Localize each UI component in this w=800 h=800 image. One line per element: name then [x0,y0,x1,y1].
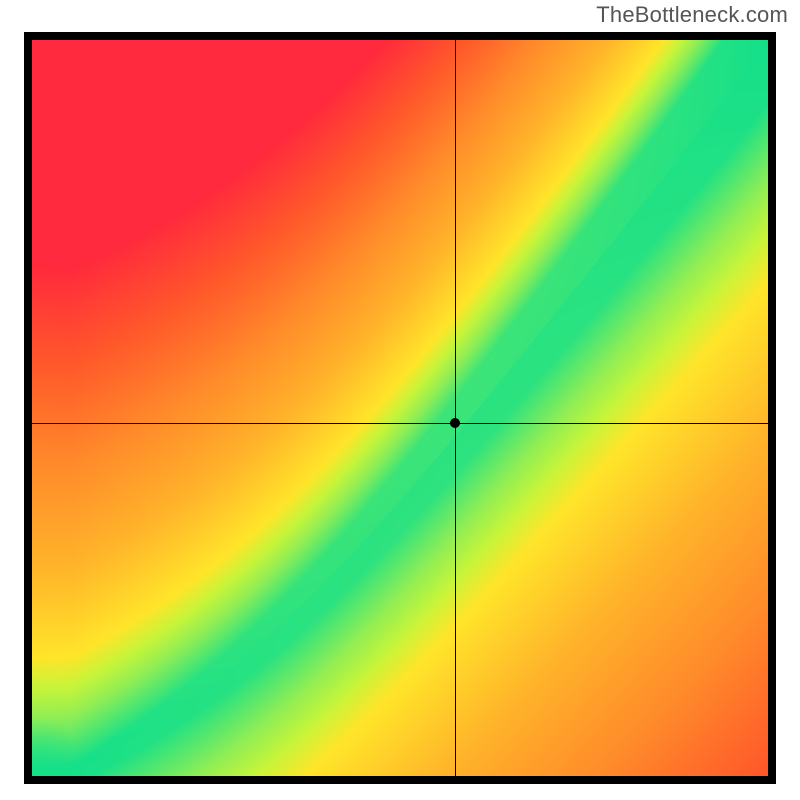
attribution-label: TheBottleneck.com [596,2,788,28]
crosshair-vertical [455,40,456,776]
plot-frame [24,32,776,784]
crosshair-horizontal [32,423,768,424]
crosshair-marker [450,418,460,428]
plot-area [32,40,768,776]
bottleneck-heatmap [32,40,768,776]
